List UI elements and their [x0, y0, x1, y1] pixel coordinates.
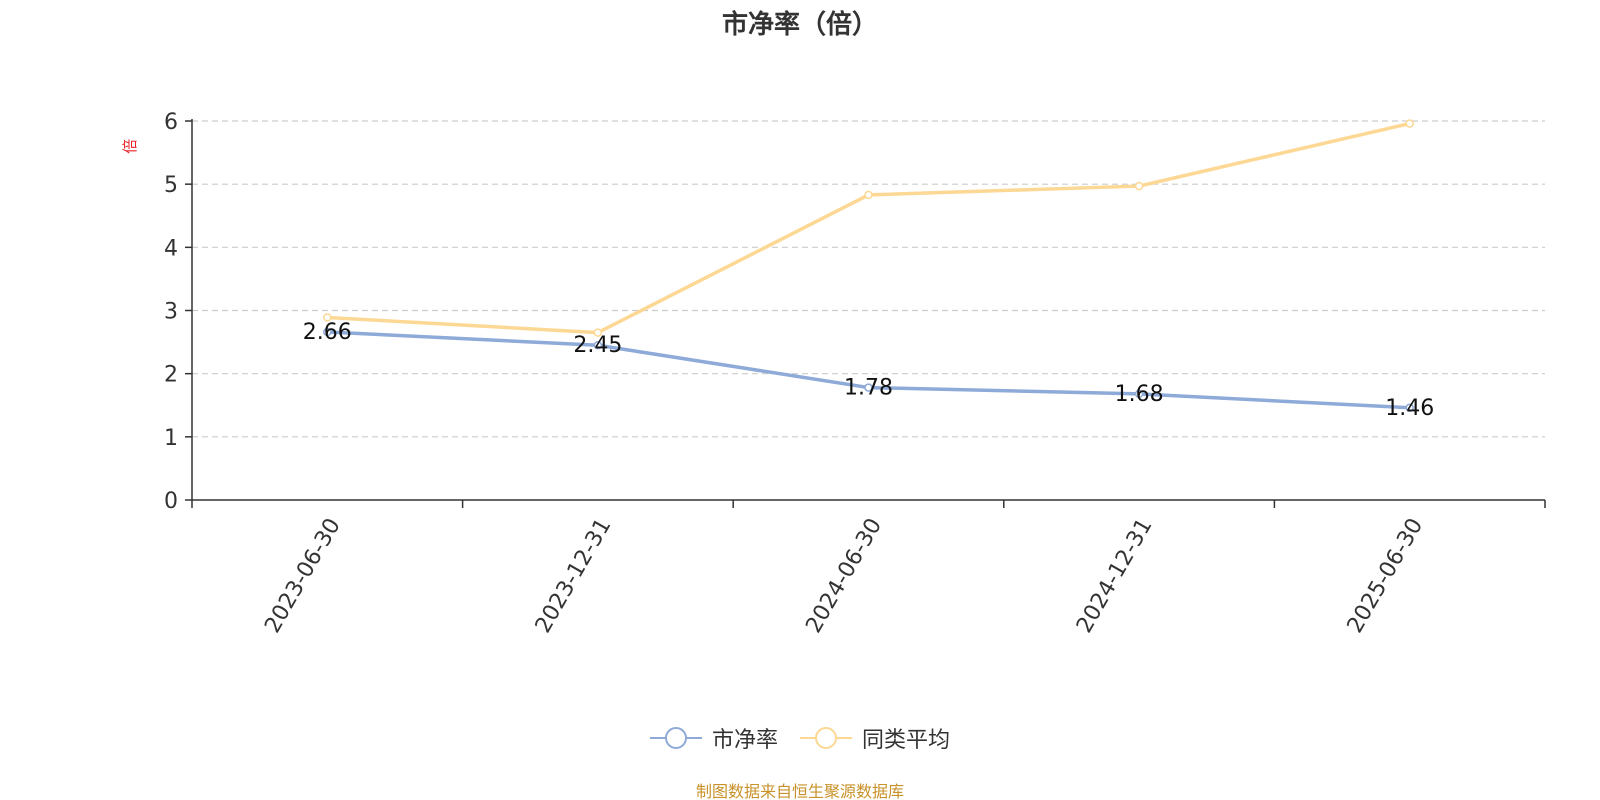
x-tick-label-2: 2024-06-30	[801, 514, 887, 637]
x-tick-label-0: 2023-06-30	[260, 514, 346, 637]
data-label-1: 2.45	[573, 333, 622, 358]
series-1-point-2	[864, 190, 873, 200]
y-tick-label-5: 5	[164, 173, 178, 198]
y-tick-label-0: 0	[164, 489, 178, 514]
y-axis-label: 倍	[121, 139, 139, 154]
legend-line-circle-icon	[800, 727, 852, 749]
x-tick-label-1: 2023-12-31	[531, 514, 617, 637]
source-note: 制图数据来自恒生聚源数据库	[695, 782, 904, 800]
chart-legend: 市净率 同类平均	[0, 722, 1600, 754]
series-1-point-4	[1405, 119, 1414, 128]
legend-label-series-0: 市净率	[711, 728, 778, 753]
chart-title: 市净率（倍）	[721, 10, 878, 40]
series-1-point-3	[1134, 181, 1144, 191]
x-tick-label-4: 2025-06-30	[1343, 514, 1429, 637]
legend-item-series-1[interactable]: 同类平均	[800, 722, 950, 754]
data-label-2: 1.78	[844, 376, 893, 401]
series-line-1	[325, 121, 1412, 335]
y-tick-label-6: 6	[164, 110, 178, 135]
series-1-point-1	[593, 328, 603, 337]
series-0-point-1	[593, 340, 603, 350]
x-tick-label-3: 2024-12-31	[1072, 514, 1158, 637]
series-1-point-0	[323, 313, 332, 322]
data-label-4: 1.46	[1385, 396, 1434, 421]
y-tick-label-3: 3	[164, 300, 178, 325]
legend-label-series-1: 同类平均	[862, 728, 951, 753]
y-tick-label-1: 1	[164, 426, 178, 451]
y-tick-label-4: 4	[164, 236, 178, 261]
legend-item-series-0[interactable]: 市净率	[649, 722, 778, 754]
y-tick-label-2: 2	[164, 363, 178, 388]
series-0-point-3	[1134, 389, 1144, 399]
data-label-0: 2.66	[303, 320, 352, 345]
legend-line-circle-icon	[649, 727, 702, 749]
series-0-point-4	[1405, 403, 1414, 413]
series-0-point-2	[864, 383, 873, 392]
data-label-3: 1.68	[1115, 382, 1164, 407]
series-0-point-0	[323, 327, 332, 337]
